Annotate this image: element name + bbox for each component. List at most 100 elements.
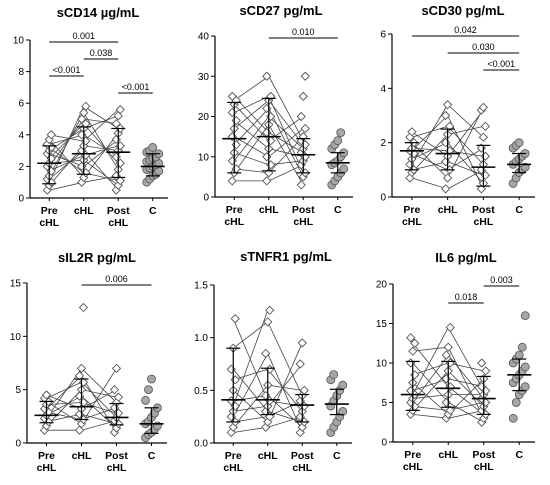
paired-line [48, 112, 85, 177]
paired-line [83, 132, 119, 178]
y-tick-label: 10 [13, 36, 25, 47]
y-tick-label: 4 [380, 84, 386, 95]
paired-line [83, 106, 119, 129]
data-point [480, 121, 491, 132]
paired-line [412, 327, 449, 395]
paired-line [49, 134, 84, 142]
paired-line [411, 153, 448, 171]
paired-line [448, 362, 484, 372]
data-point [141, 395, 150, 405]
paired-line [447, 115, 484, 190]
paired-line [81, 368, 117, 403]
data-point [477, 358, 487, 368]
panel-4: sIL2R pg/mL 0 5 10 15 Pre cHL cHL Post cHL C 0.006 [10, 250, 167, 474]
paired-line [46, 381, 82, 399]
x-category-label: cHL [258, 450, 278, 462]
paired-line [448, 402, 484, 423]
x-category-label: Pre cHL [223, 450, 243, 474]
paired-line [48, 145, 85, 186]
paired-line [447, 378, 485, 415]
y-tick-label: 40 [198, 32, 210, 43]
data-point [440, 184, 451, 194]
data-point [478, 102, 489, 112]
data-point [406, 358, 416, 368]
paired-line [268, 164, 304, 182]
data-point [227, 156, 237, 166]
data-point [520, 362, 530, 372]
paired-line [447, 104, 484, 138]
y-tick-label: 10 [10, 332, 22, 343]
paired-line [268, 76, 304, 141]
panel-title: IL6 pg/mL [435, 250, 496, 265]
data-point [520, 382, 530, 392]
paired-line [411, 134, 448, 173]
paired-line [233, 116, 270, 162]
data-point [266, 136, 276, 146]
panel-title: sCD27 pg/mL [239, 3, 322, 18]
x-category-label: cHL [72, 450, 92, 462]
y-tick-label: 8 [18, 67, 24, 78]
y-tick-label: 0 [15, 439, 21, 450]
data-point [336, 128, 346, 138]
y-tick-label: 20 [376, 280, 388, 291]
data-point [408, 346, 418, 356]
p-value-label: 0.001 [72, 31, 95, 41]
data-point [111, 119, 121, 129]
data-point [298, 91, 308, 102]
x-category-label: cHL [259, 204, 279, 216]
data-point [115, 104, 125, 115]
data-point [46, 130, 56, 140]
p-value-label: <0.001 [122, 82, 150, 92]
data-point [78, 302, 89, 313]
paired-line [234, 136, 269, 158]
y-tick-label: 0 [380, 193, 386, 204]
data-point [440, 110, 451, 121]
data-point [226, 364, 236, 374]
paired-line [46, 413, 82, 423]
paired-line [83, 139, 119, 167]
y-tick-label: 1.0 [194, 333, 208, 344]
data-point [296, 111, 306, 122]
paired-line [83, 159, 119, 186]
data-point [230, 314, 240, 324]
data-point [333, 136, 343, 146]
paired-line [234, 96, 269, 113]
data-point [407, 127, 417, 137]
y-tick-label: 6 [18, 99, 24, 110]
data-point [227, 107, 237, 118]
paired-line [48, 123, 85, 159]
data-point [109, 385, 120, 395]
p-value-label: 0.018 [455, 292, 478, 302]
paired-line [232, 318, 269, 402]
paired-line [411, 177, 448, 190]
p-value-label: 0.038 [90, 48, 113, 58]
paired-line [83, 112, 119, 170]
data-point [74, 371, 85, 381]
x-category-label: C [149, 205, 157, 217]
paired-line [447, 109, 484, 157]
data-point [227, 91, 237, 102]
y-tick-label: 0 [18, 194, 24, 205]
x-category-label: Pre cHL [403, 449, 423, 473]
data-point [514, 138, 524, 148]
paired-line [447, 327, 485, 391]
paired-line [412, 370, 449, 411]
data-point [81, 101, 91, 111]
x-category-label: Post cHL [107, 205, 130, 229]
y-tick-label: 0.5 [194, 386, 208, 397]
data-point [410, 370, 420, 380]
paired-line [267, 321, 303, 396]
paired-line [411, 142, 448, 179]
data-point [445, 382, 455, 392]
paired-line [268, 116, 304, 149]
paired-line [83, 150, 119, 191]
y-tick-label: 1.5 [194, 281, 208, 292]
paired-line [234, 75, 269, 101]
data-point [441, 350, 451, 360]
y-tick-label: 0.0 [194, 439, 208, 450]
data-point [300, 71, 310, 81]
panel-title: sCD30 pg/mL [421, 3, 504, 18]
paired-line [81, 375, 117, 433]
data-point [300, 123, 310, 134]
x-category-label: Post cHL [292, 204, 315, 228]
